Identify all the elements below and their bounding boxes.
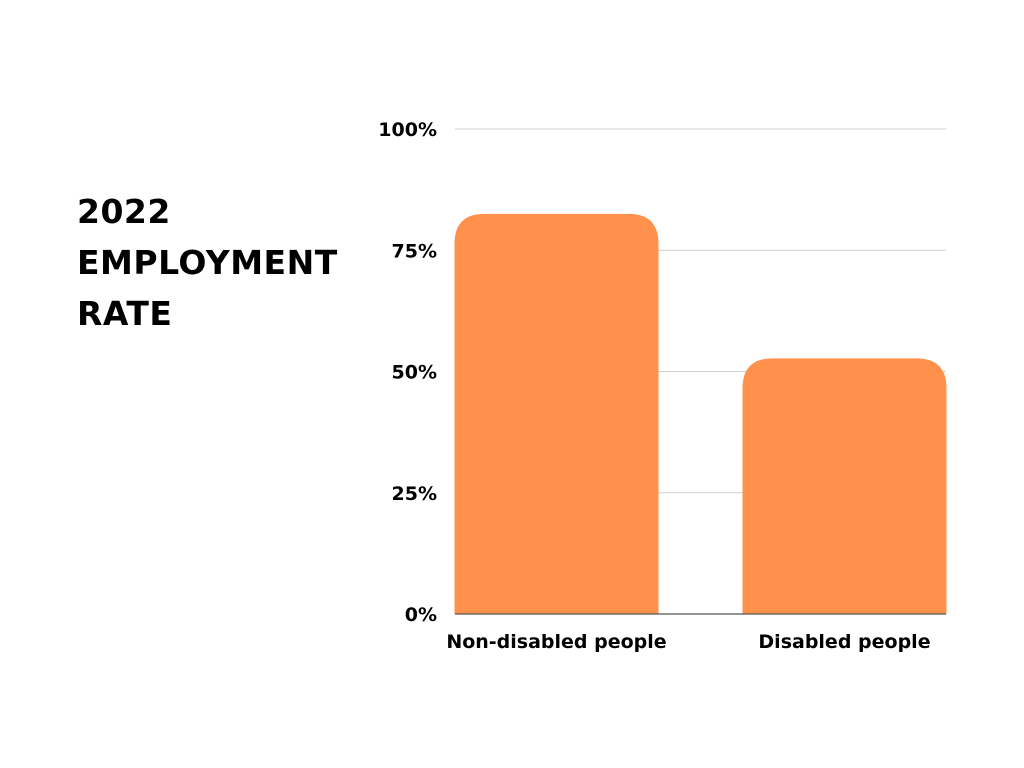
bars xyxy=(454,213,947,614)
chart-title-line: RATE xyxy=(77,294,173,333)
x-category-label: Non-disabled people xyxy=(446,631,666,653)
axes: 0% 25% 50% 75% 100% Non-disabled people Disabl… xyxy=(378,119,946,653)
chart-title-line: 2022 xyxy=(77,192,171,231)
chart-title-line: EMPLOYMENT xyxy=(77,243,338,282)
y-tick-label: 0% xyxy=(405,604,437,626)
y-tick-label: 25% xyxy=(392,483,437,505)
y-tick-label: 50% xyxy=(392,362,437,384)
y-tick-label: 100% xyxy=(378,119,437,141)
bar xyxy=(742,358,947,614)
y-tick-label: 75% xyxy=(392,240,437,262)
bar xyxy=(454,213,659,614)
x-category-label: Disabled people xyxy=(758,631,930,653)
chart-title: 2022 EMPLOYMENT RATE xyxy=(77,186,367,339)
